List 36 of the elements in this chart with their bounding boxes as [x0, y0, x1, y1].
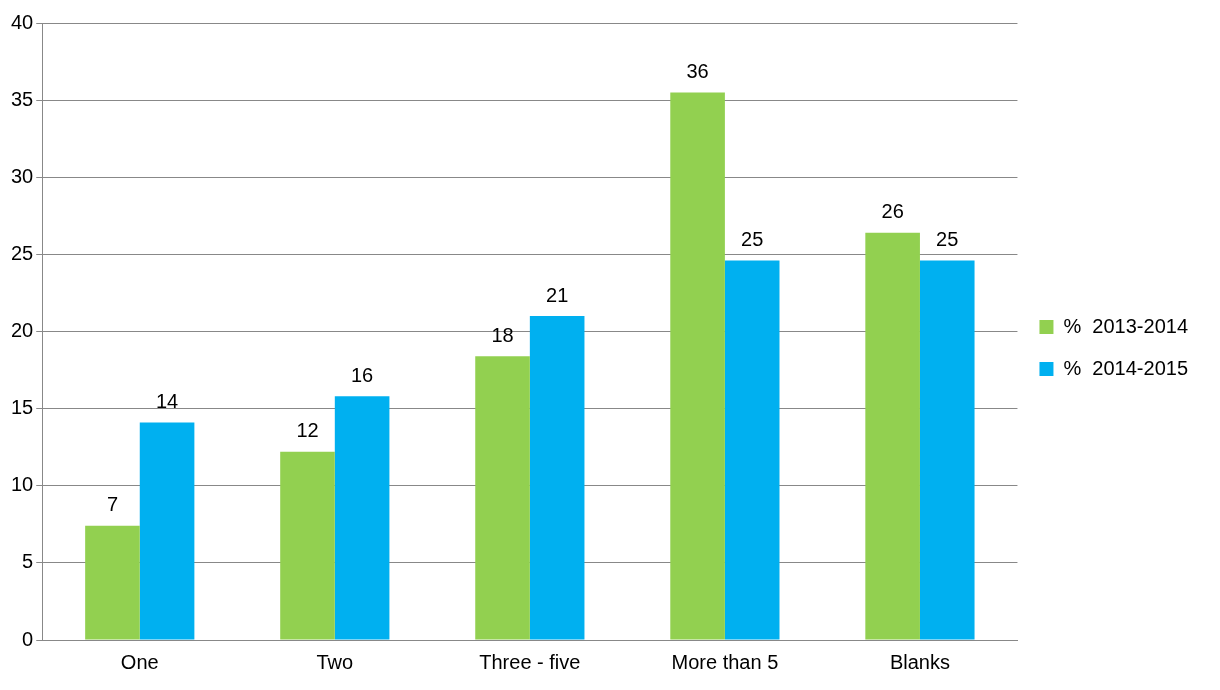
bar: [475, 356, 530, 640]
data-label: 25: [741, 228, 764, 251]
bar: [139, 422, 195, 640]
bar: [85, 525, 140, 640]
y-tick-label: 15: [11, 396, 34, 419]
bar: [334, 396, 390, 640]
y-tick-label: 40: [11, 10, 34, 33]
bar: [670, 92, 725, 640]
y-tick-label: 35: [11, 87, 34, 110]
data-label: 16: [350, 363, 374, 386]
x-tick-label: Blanks: [889, 650, 950, 673]
bar: [865, 232, 920, 640]
y-tick-label: 30: [11, 164, 34, 187]
x-tick-label: Two: [316, 650, 354, 673]
legend-label: % 2014-2015: [1063, 356, 1189, 379]
data-label: 14: [155, 390, 179, 413]
y-tick-label: 25: [11, 241, 34, 264]
y-tick-label: 20: [11, 319, 34, 342]
bar: [280, 451, 335, 640]
x-tick-label: Three - five: [479, 650, 581, 673]
data-label: 25: [936, 228, 959, 251]
data-label: 12: [296, 419, 319, 442]
bar: [919, 260, 975, 640]
y-tick-label: 0: [22, 627, 34, 650]
bar: [724, 260, 780, 640]
data-label: 7: [106, 493, 119, 516]
data-label: 26: [881, 200, 904, 223]
legend-label: % 2013-2014: [1063, 314, 1189, 337]
y-tick-label: 10: [11, 473, 34, 496]
data-label: 36: [686, 59, 709, 82]
x-tick-label: One: [120, 650, 159, 673]
bar: [529, 316, 585, 640]
x-tick-label: More than 5: [671, 650, 779, 673]
y-tick-label: 5: [22, 550, 34, 573]
data-label: 18: [491, 323, 514, 346]
data-label: 21: [546, 283, 569, 306]
